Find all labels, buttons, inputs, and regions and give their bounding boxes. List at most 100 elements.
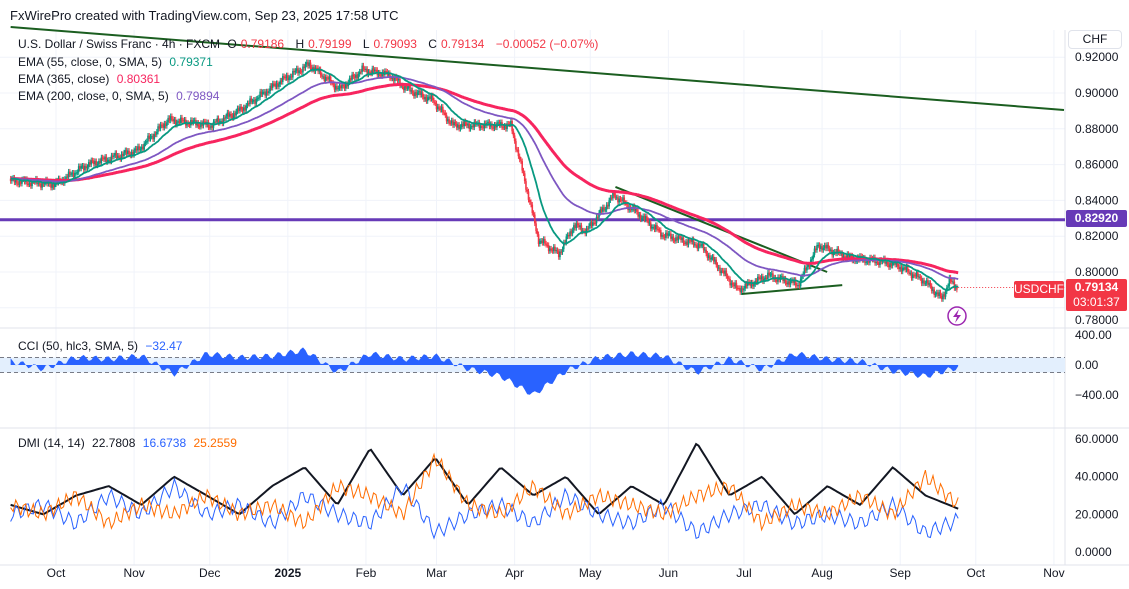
- candle: [425, 97, 428, 102]
- candle: [81, 165, 84, 167]
- candle: [725, 270, 728, 277]
- candle: [134, 148, 137, 151]
- candle: [443, 112, 445, 114]
- close-value: 0.79134: [440, 37, 485, 51]
- candle: [409, 85, 411, 92]
- candle: [274, 83, 277, 87]
- candle: [348, 78, 351, 83]
- candle: [368, 71, 371, 73]
- candle: [513, 135, 516, 142]
- price-axis-label: 0.78000: [1075, 313, 1119, 327]
- candle: [159, 124, 162, 129]
- candle: [89, 162, 91, 165]
- candle: [115, 152, 118, 158]
- candle: [264, 91, 266, 96]
- candle: [850, 255, 852, 257]
- candle: [85, 166, 88, 169]
- candle: [108, 159, 110, 161]
- candle: [738, 288, 740, 290]
- candle: [447, 119, 449, 122]
- candle: [817, 244, 820, 246]
- candle: [820, 246, 822, 250]
- symbol-tag: USDCHF: [1014, 281, 1064, 298]
- candle: [510, 121, 512, 125]
- candle: [557, 251, 560, 258]
- candle: [40, 183, 42, 188]
- ema365-legend[interactable]: EMA (365, close) 0.80361: [18, 72, 164, 86]
- candle: [729, 279, 731, 286]
- candle: [821, 246, 823, 251]
- candle: [730, 282, 733, 286]
- candle: [604, 209, 607, 211]
- candle: [879, 259, 881, 266]
- dmi-label: DMI (14, 14): [18, 436, 85, 450]
- candle: [74, 172, 76, 178]
- candle: [124, 150, 127, 153]
- ema200-legend[interactable]: EMA (200, close, 0, SMA, 5) 0.79894: [18, 89, 223, 103]
- candle: [925, 280, 928, 284]
- candle: [614, 195, 617, 198]
- candle: [169, 116, 172, 121]
- candle: [377, 72, 380, 76]
- candle: [14, 179, 17, 183]
- candle: [380, 76, 382, 78]
- candle: [298, 70, 300, 74]
- candle: [268, 91, 270, 94]
- candle: [692, 239, 695, 246]
- candle: [938, 292, 941, 296]
- candle: [231, 115, 234, 119]
- candle: [208, 127, 211, 129]
- candle: [605, 204, 608, 210]
- candle: [638, 214, 641, 217]
- candle: [686, 241, 689, 245]
- candle: [814, 248, 817, 251]
- candle: [244, 107, 246, 111]
- dmi-legend[interactable]: DMI (14, 14) 22.7808 16.6738 25.2559: [18, 436, 241, 450]
- candle: [203, 121, 206, 123]
- candle: [585, 228, 588, 234]
- time-axis-label: Feb: [356, 566, 377, 580]
- adx-line: [10, 442, 959, 516]
- candle: [690, 240, 692, 242]
- candle: [918, 276, 920, 278]
- candle: [439, 108, 442, 110]
- candle: [865, 262, 867, 264]
- long-term-downtrend-trendline: [10, 25, 1065, 112]
- candle: [749, 282, 752, 286]
- candle: [775, 279, 778, 282]
- candle: [230, 114, 232, 116]
- lightning-icon: [947, 306, 967, 326]
- candle: [100, 157, 103, 164]
- candle: [603, 207, 605, 210]
- currency-button[interactable]: CHF: [1068, 30, 1122, 49]
- candle: [77, 166, 80, 173]
- candle: [342, 84, 345, 86]
- candle: [42, 182, 45, 185]
- candle: [179, 117, 182, 123]
- price-axis-label: 0.88000: [1075, 122, 1119, 136]
- candle: [263, 91, 265, 93]
- cci-legend[interactable]: CCI (50, hlc3, SMA, 5) −32.47: [18, 339, 186, 353]
- candle: [843, 256, 846, 258]
- candle: [258, 97, 260, 99]
- candle: [327, 78, 329, 80]
- candle: [19, 180, 22, 184]
- candle: [178, 121, 181, 123]
- candle: [566, 235, 569, 237]
- candle: [460, 123, 463, 127]
- ema55-legend[interactable]: EMA (55, close, 0, SMA, 5) 0.79371: [18, 55, 217, 69]
- candle: [478, 122, 481, 129]
- candle: [818, 244, 821, 250]
- candle: [304, 64, 307, 69]
- candle: [952, 281, 954, 283]
- candle: [99, 161, 101, 164]
- candle: [886, 261, 889, 265]
- candle: [415, 92, 418, 96]
- candle: [254, 99, 256, 104]
- candle: [914, 275, 917, 277]
- candle: [65, 176, 67, 179]
- candle: [600, 209, 603, 212]
- candle: [79, 166, 81, 169]
- candle: [182, 120, 185, 122]
